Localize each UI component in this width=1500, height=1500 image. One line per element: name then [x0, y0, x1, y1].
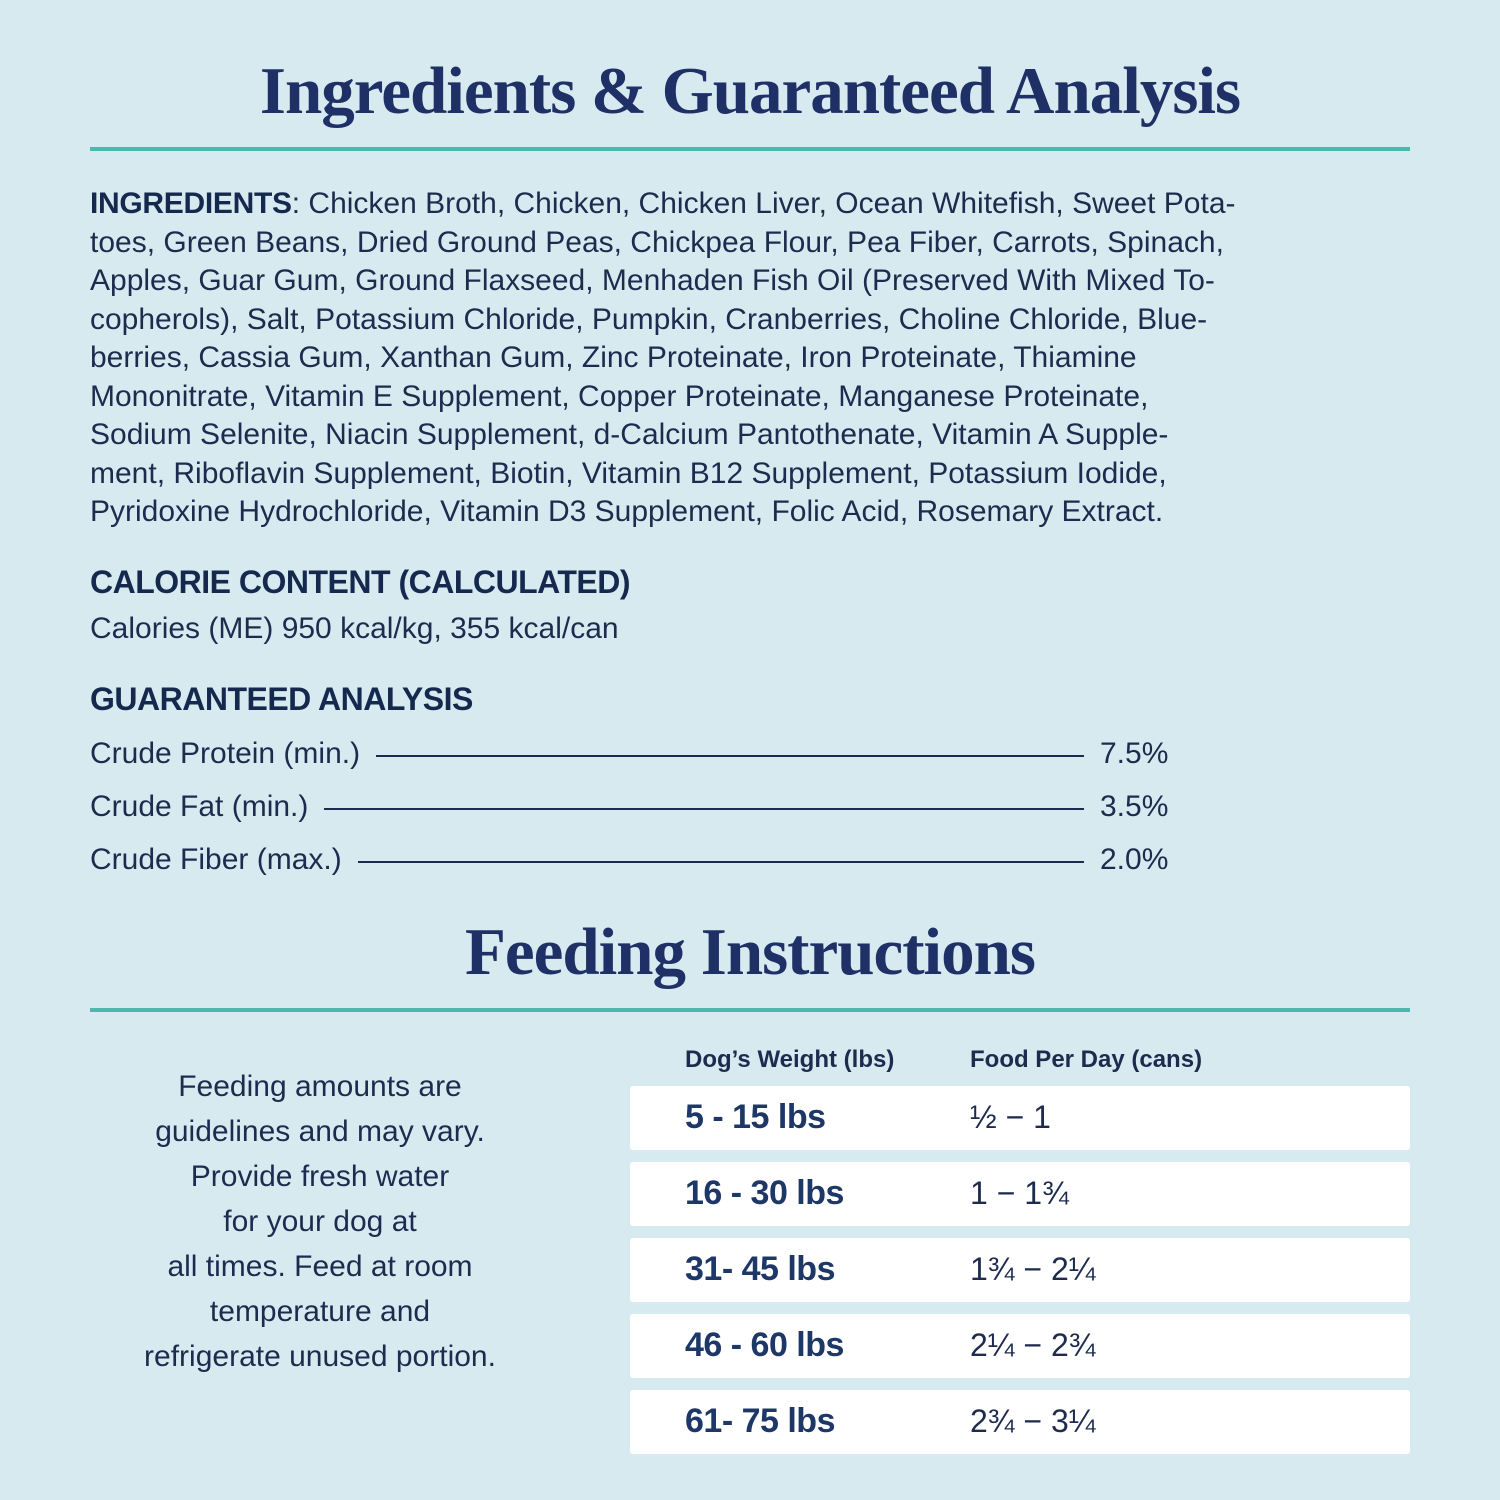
analysis-label: Crude Fiber (max.) — [90, 843, 342, 877]
food-amount: 2¼ − 2¾ — [970, 1327, 1096, 1364]
food-amount: ½ − 1 — [970, 1099, 1051, 1136]
guaranteed-analysis-table: Crude Protein (min.) 7.5% Crude Fat (min… — [90, 728, 1195, 887]
calorie-content-value: Calories (ME) 950 kcal/kg, 355 kcal/can — [90, 611, 619, 645]
analysis-value: 2.0% — [1100, 843, 1169, 877]
feeding-table: Dog’s Weight (lbs) Food Per Day (cans) 5… — [630, 1040, 1410, 1466]
analysis-row: Crude Protein (min.) 7.5% — [90, 728, 1195, 781]
food-amount: 1 − 1¾ — [970, 1175, 1069, 1212]
table-row: 61- 75 lbs 2¾ − 3¼ — [630, 1389, 1410, 1454]
table-row: 31- 45 lbs 1¾ − 2¼ — [630, 1237, 1410, 1302]
food-amount: 2¾ − 3¼ — [970, 1403, 1096, 1440]
analysis-row: Crude Fat (min.) 3.5% — [90, 781, 1195, 834]
feeding-instructions-title: Feeding Instructions — [464, 914, 1036, 989]
feeding-table-header: Dog’s Weight (lbs) Food Per Day (cans) — [630, 1040, 1410, 1086]
table-row: 46 - 60 lbs 2¼ − 2¾ — [630, 1313, 1410, 1378]
ingredients-paragraph: INGREDIENTS: Chicken Broth, Chicken, Chi… — [90, 185, 1410, 532]
leader-line — [376, 755, 1084, 758]
weight-range: 16 - 30 lbs — [685, 1174, 844, 1213]
weight-range: 5 - 15 lbs — [685, 1098, 826, 1137]
weight-range: 61- 75 lbs — [685, 1402, 835, 1441]
table-row: 5 - 15 lbs ½ − 1 — [630, 1085, 1410, 1150]
ingredients-analysis-title: Ingredients & Guaranteed Analysis — [259, 54, 1241, 128]
feeding-note: Feeding amounts are guidelines and may v… — [144, 1069, 496, 1373]
ingredients-label: INGREDIENTS — [90, 187, 292, 221]
analysis-row: Crude Fiber (max.) 2.0% — [90, 834, 1195, 887]
leader-line — [324, 808, 1084, 811]
analysis-label: Crude Protein (min.) — [90, 737, 361, 771]
calorie-content-heading: CALORIE CONTENT (CALCULATED) — [90, 563, 631, 600]
weight-column-header: Dog’s Weight (lbs) — [685, 1045, 895, 1073]
food-column-header: Food Per Day (cans) — [970, 1045, 1203, 1073]
weight-range: 31- 45 lbs — [685, 1250, 835, 1289]
ingredients-text: : Chicken Broth, Chicken, Chicken Liver,… — [90, 187, 1236, 529]
table-row: 16 - 30 lbs 1 − 1¾ — [630, 1161, 1410, 1226]
analysis-value: 3.5% — [1100, 790, 1169, 824]
guaranteed-analysis-heading: GUARANTEED ANALYSIS — [90, 680, 473, 717]
analysis-label: Crude Fat (min.) — [90, 790, 309, 824]
section-divider — [90, 147, 1410, 152]
food-amount: 1¾ − 2¼ — [970, 1251, 1096, 1288]
feeding-section: Feeding amounts are guidelines and may v… — [90, 1040, 1410, 1466]
analysis-value: 7.5% — [1100, 737, 1169, 771]
weight-range: 46 - 60 lbs — [685, 1326, 844, 1365]
section-divider — [90, 1007, 1410, 1012]
leader-line — [357, 861, 1084, 864]
